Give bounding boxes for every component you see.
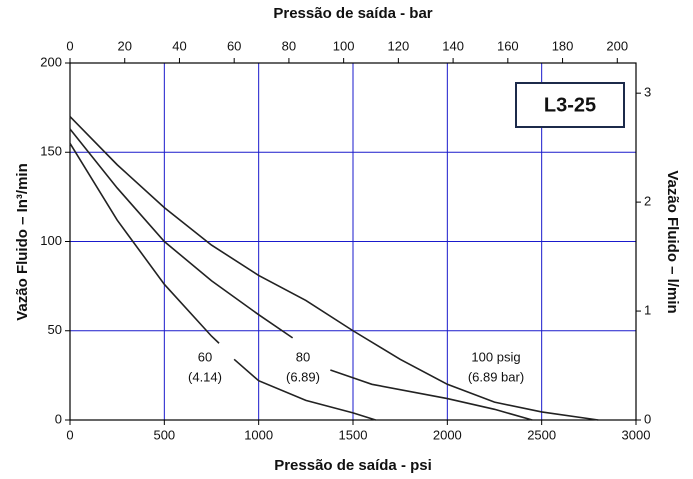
x2-tick-label: 180 (552, 38, 574, 53)
curve-sublabel: (6.89 bar) (468, 369, 524, 384)
x-tick-label: 3000 (622, 427, 651, 442)
y-axis-title: Vazão Fluido – In³/min (14, 163, 31, 321)
curve (69, 142, 376, 421)
x2-tick-label: 200 (606, 38, 628, 53)
model-box (515, 82, 625, 128)
x2-tick-label: 100 (333, 38, 355, 53)
curve-sublabel: (4.14) (188, 369, 222, 384)
x-tick-label: 2500 (527, 427, 556, 442)
x2-tick-label: 0 (66, 38, 73, 53)
x2-tick-label: 120 (388, 38, 410, 53)
y2-tick-label: 2 (644, 194, 651, 209)
y-tick-label: 150 (40, 144, 62, 159)
x-tick-label: 1500 (339, 427, 368, 442)
x2-tick-label: 40 (172, 38, 186, 53)
y-tick-label: 200 (40, 54, 62, 69)
curve-label: 60 (198, 349, 212, 364)
y2-tick-label: 0 (644, 411, 651, 426)
x2-tick-label: 60 (227, 38, 241, 53)
y2-tick-label: 1 (644, 302, 651, 317)
y2-tick-label: 3 (644, 85, 651, 100)
x-tick-label: 0 (66, 427, 73, 442)
top-axis-title: Pressão de saída - bar (273, 5, 432, 22)
x-axis-title: Pressão de saída - psi (274, 457, 432, 474)
x-tick-label: 500 (153, 427, 175, 442)
curve-label: 80 (296, 349, 310, 364)
plot-frame (69, 62, 637, 421)
x-tick-label: 2000 (433, 427, 462, 442)
x2-tick-label: 140 (442, 38, 464, 53)
curve (69, 128, 533, 421)
x2-tick-label: 80 (282, 38, 296, 53)
model-label: L3-25 (544, 94, 596, 116)
curve-sublabel: (6.89) (286, 369, 320, 384)
y-tick-label: 50 (48, 322, 62, 337)
y-tick-label: 0 (55, 411, 62, 426)
y2-axis-title: Vazão Fluido – l/min (664, 170, 681, 313)
curve-label: 100 psig (471, 349, 520, 364)
x-tick-label: 1000 (244, 427, 273, 442)
curve (69, 115, 599, 421)
y-tick-label: 100 (40, 233, 62, 248)
x2-tick-label: 160 (497, 38, 519, 53)
x2-tick-label: 20 (117, 38, 131, 53)
